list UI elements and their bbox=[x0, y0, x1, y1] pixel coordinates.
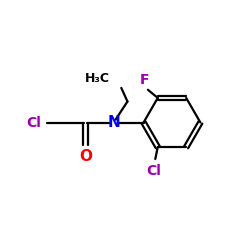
Text: O: O bbox=[79, 149, 92, 164]
Text: H₃C: H₃C bbox=[85, 72, 110, 86]
Text: Cl: Cl bbox=[146, 164, 162, 178]
Text: N: N bbox=[108, 115, 120, 130]
Text: F: F bbox=[140, 73, 149, 87]
Text: Cl: Cl bbox=[26, 116, 41, 130]
